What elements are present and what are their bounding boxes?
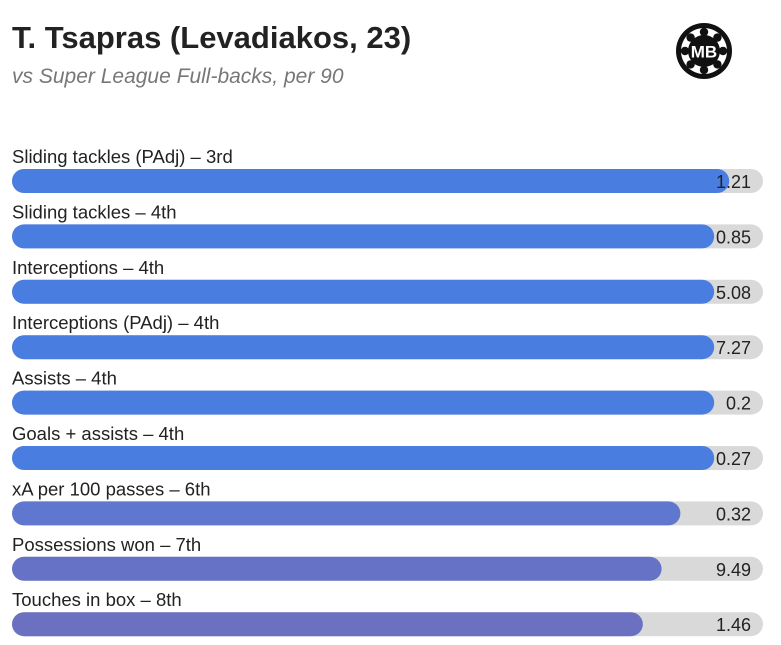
chart-title: T. Tsapras (Levadiakos, 23) xyxy=(12,20,412,55)
bar-fill xyxy=(12,446,715,470)
bar-label: Interceptions – 4th xyxy=(12,257,164,278)
bar-row: Interceptions – 4th 5.08 xyxy=(12,257,763,304)
bar-label: xA per 100 passes – 6th xyxy=(12,478,211,499)
bar-row: xA per 100 passes – 6th 0.32 xyxy=(12,478,763,526)
bar-fill xyxy=(12,224,715,249)
bar-row: Interceptions (PAdj) – 4th 7.27 xyxy=(12,312,763,360)
bar-label: Sliding tackles (PAdj) – 3rd xyxy=(12,146,233,167)
bar-value-label: 0.27 xyxy=(716,449,751,469)
bar-fill xyxy=(12,501,681,526)
mb-logo-icon: MB xyxy=(676,23,732,79)
logo-text: MB xyxy=(691,43,717,62)
bar-fill xyxy=(12,556,662,581)
bar-fill xyxy=(12,612,643,637)
chart-rows: Sliding tackles (PAdj) – 3rd1.21Sliding … xyxy=(12,146,763,637)
bar-row: Sliding tackles (PAdj) – 3rd 1.21 xyxy=(12,146,763,193)
bar-value-label: 0.85 xyxy=(716,227,751,247)
bar-label: Sliding tackles – 4th xyxy=(12,201,177,222)
bar-value-label: 1.21 xyxy=(716,172,751,192)
bar-label: Goals + assists – 4th xyxy=(12,423,184,444)
bar-fill xyxy=(12,390,715,415)
bar-row: Goals + assists – 4th 0.27 xyxy=(12,423,763,470)
bar-fill xyxy=(12,279,715,304)
bar-label: Touches in box – 8th xyxy=(12,589,182,610)
bar-value-label: 7.27 xyxy=(716,338,751,358)
bar-value-label: 0.2 xyxy=(726,394,751,414)
bar-row: Assists – 4th 0.2 xyxy=(12,368,763,415)
bar-fill xyxy=(12,335,715,360)
bar-label: Assists – 4th xyxy=(12,368,117,389)
bar-row: Sliding tackles – 4th 0.85 xyxy=(12,201,763,249)
bar-label: Possessions won – 7th xyxy=(12,534,201,555)
bar-value-label: 1.46 xyxy=(716,615,751,635)
bar-label: Interceptions (PAdj) – 4th xyxy=(12,312,219,333)
bar-value-label: 5.08 xyxy=(716,283,751,303)
bar-value-label: 9.49 xyxy=(716,560,751,580)
bar-fill xyxy=(12,169,730,193)
chart-subtitle: vs Super League Full-backs, per 90 xyxy=(12,65,344,88)
bar-value-label: 0.32 xyxy=(716,504,751,524)
bar-row: Touches in box – 8th 1.46 xyxy=(12,589,763,637)
bar-row: Possessions won – 7th 9.49 xyxy=(12,534,763,581)
